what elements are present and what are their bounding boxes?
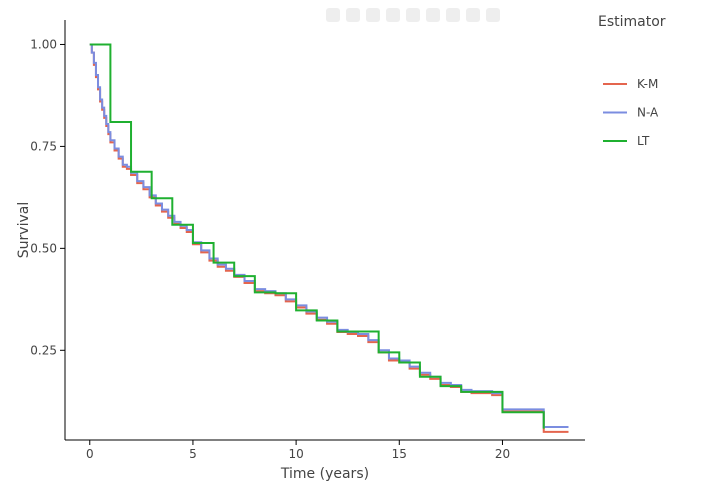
zoom-in-icon[interactable] (426, 8, 440, 22)
legend-item[interactable]: N-A (603, 106, 659, 120)
x-axis-title: Time (years) (280, 466, 369, 482)
autoscale-icon[interactable] (466, 8, 480, 22)
y-tick-label: 0.75 (30, 139, 57, 153)
series-layer (89, 43, 569, 433)
legend-label: N-A (637, 106, 659, 120)
legend-item[interactable]: K-M (603, 77, 658, 91)
legend[interactable]: K-M N-A LT (603, 77, 659, 148)
y-axis-title: Survival (16, 202, 32, 258)
zoom-out-icon[interactable] (446, 8, 460, 22)
x-tick-label: 15 (392, 447, 407, 461)
camera-icon[interactable] (326, 8, 340, 22)
plot-modebar[interactable] (326, 8, 500, 28)
x-tick-label: 5 (189, 447, 197, 461)
lasso-icon[interactable] (406, 8, 420, 22)
legend-item[interactable]: LT (603, 134, 650, 148)
box-select-icon[interactable] (386, 8, 400, 22)
series-line-k-m[interactable] (89, 43, 569, 433)
y-tick-label: 0.50 (30, 241, 57, 255)
pan-icon[interactable] (366, 8, 380, 22)
axes-layer (64, 20, 585, 441)
series-line-n-a[interactable] (89, 43, 569, 428)
y-tick-label: 0.25 (30, 343, 57, 357)
legend-title: Estimator (598, 14, 666, 30)
x-ticks: 0 5 10 15 20 (86, 440, 510, 461)
zoom-icon[interactable] (346, 8, 360, 22)
y-ticks: 0.25 0.50 0.75 1.00 (30, 37, 65, 357)
reset-axes-icon[interactable] (486, 8, 500, 22)
y-tick-label: 1.00 (30, 37, 57, 51)
legend-label: K-M (637, 77, 658, 91)
x-tick-label: 0 (86, 447, 94, 461)
x-tick-label: 20 (495, 447, 510, 461)
legend-label: LT (637, 134, 650, 148)
x-tick-label: 10 (288, 447, 303, 461)
series-line-lt[interactable] (89, 43, 545, 429)
